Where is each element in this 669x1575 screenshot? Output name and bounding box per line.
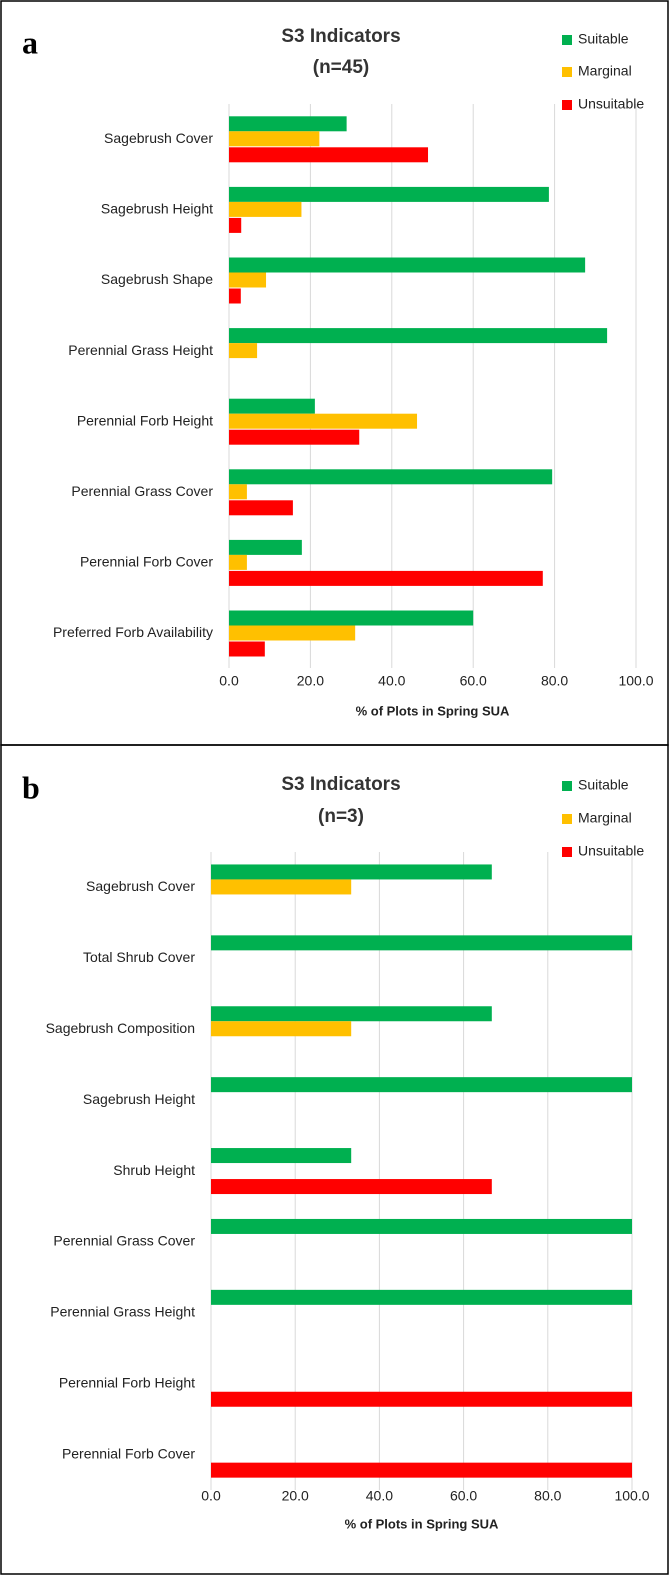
y-tick-label: Shrub Height — [113, 1162, 195, 1178]
y-tick-label: Perennial Grass Height — [68, 342, 213, 358]
x-tick-label: 40.0 — [378, 673, 405, 689]
bar — [229, 413, 418, 429]
legend-label: Unsuitable — [578, 843, 644, 859]
y-tick-label: Perennial Forb Height — [59, 1374, 195, 1390]
y-tick-label: Sagebrush Cover — [104, 130, 213, 146]
bar — [211, 1077, 632, 1093]
y-tick-label: Sagebrush Height — [83, 1091, 195, 1107]
legend-label: Suitable — [578, 31, 629, 47]
bar — [229, 554, 247, 570]
x-tick-label: 60.0 — [460, 673, 487, 689]
bar — [229, 539, 302, 555]
legend-swatch — [562, 814, 572, 824]
y-tick-label: Perennial Forb Cover — [62, 1445, 195, 1461]
chart-subtitle: (n=45) — [313, 57, 370, 78]
x-tick-label: 80.0 — [541, 673, 568, 689]
legend-swatch — [562, 781, 572, 791]
x-tick-label: 20.0 — [297, 673, 324, 689]
bar — [211, 1289, 632, 1305]
y-tick-label: Perennial Grass Height — [50, 1304, 195, 1320]
bar — [211, 1391, 632, 1407]
y-tick-label: Total Shrub Cover — [83, 949, 195, 965]
panel-frame — [0, 744, 669, 1575]
bar — [229, 328, 608, 344]
y-tick-label: Perennial Forb Height — [77, 412, 213, 428]
bar — [211, 1006, 492, 1022]
legend-swatch — [562, 100, 572, 110]
legend-label: Unsuitable — [578, 96, 644, 112]
bar — [211, 1148, 352, 1164]
bar — [229, 500, 293, 516]
bar — [211, 935, 632, 951]
x-tick-label: 80.0 — [534, 1488, 561, 1504]
y-tick-label: Perennial Grass Cover — [71, 483, 213, 499]
x-tick-label: 100.0 — [618, 673, 653, 689]
x-tick-label: 60.0 — [450, 1488, 477, 1504]
legend-label: Marginal — [578, 63, 632, 79]
panel-label: a — [22, 24, 38, 60]
y-tick-label: Sagebrush Composition — [46, 1020, 195, 1036]
x-tick-label: 100.0 — [614, 1488, 649, 1504]
legend-swatch — [562, 35, 572, 45]
chart-subtitle: (n=3) — [318, 806, 364, 827]
bar — [211, 1021, 352, 1037]
bar — [229, 570, 543, 586]
y-tick-label: Sagebrush Cover — [86, 878, 195, 894]
x-tick-label: 20.0 — [282, 1488, 309, 1504]
y-tick-label: Preferred Forb Availability — [53, 624, 213, 640]
bar — [229, 343, 258, 359]
bar — [211, 864, 492, 880]
bar — [229, 641, 265, 657]
y-tick-label: Perennial Forb Cover — [80, 554, 213, 570]
bar — [229, 186, 549, 202]
legend-label: Marginal — [578, 810, 632, 826]
bar — [211, 1218, 632, 1234]
bar — [211, 1462, 632, 1478]
x-tick-label: 0.0 — [219, 673, 239, 689]
y-tick-label: Sagebrush Shape — [101, 271, 213, 287]
bar — [229, 116, 347, 132]
bar — [211, 879, 352, 895]
bar — [229, 625, 356, 641]
bar — [229, 398, 315, 414]
bar — [229, 147, 429, 163]
bar — [211, 1179, 492, 1195]
legend-swatch — [562, 67, 572, 77]
bar — [229, 429, 360, 445]
bar — [229, 201, 302, 217]
bar — [229, 288, 241, 304]
x-tick-label: 0.0 — [201, 1488, 221, 1504]
chart-title: S3 Indicators — [281, 26, 400, 47]
y-tick-label: Sagebrush Height — [101, 201, 213, 217]
panel-label: b — [22, 769, 40, 805]
bar — [229, 610, 474, 626]
x-axis-title: % of Plots in Spring SUA — [345, 1516, 499, 1531]
bar — [229, 484, 247, 500]
y-tick-label: Perennial Grass Cover — [53, 1233, 195, 1249]
bar — [229, 257, 586, 273]
x-tick-label: 40.0 — [366, 1488, 393, 1504]
bar — [229, 469, 553, 485]
legend-swatch — [562, 847, 572, 857]
bar — [229, 217, 242, 233]
legend-label: Suitable — [578, 777, 629, 793]
bar — [229, 272, 267, 288]
x-axis-title: % of Plots in Spring SUA — [356, 703, 510, 718]
chart-title: S3 Indicators — [281, 774, 400, 795]
bar — [229, 131, 320, 147]
